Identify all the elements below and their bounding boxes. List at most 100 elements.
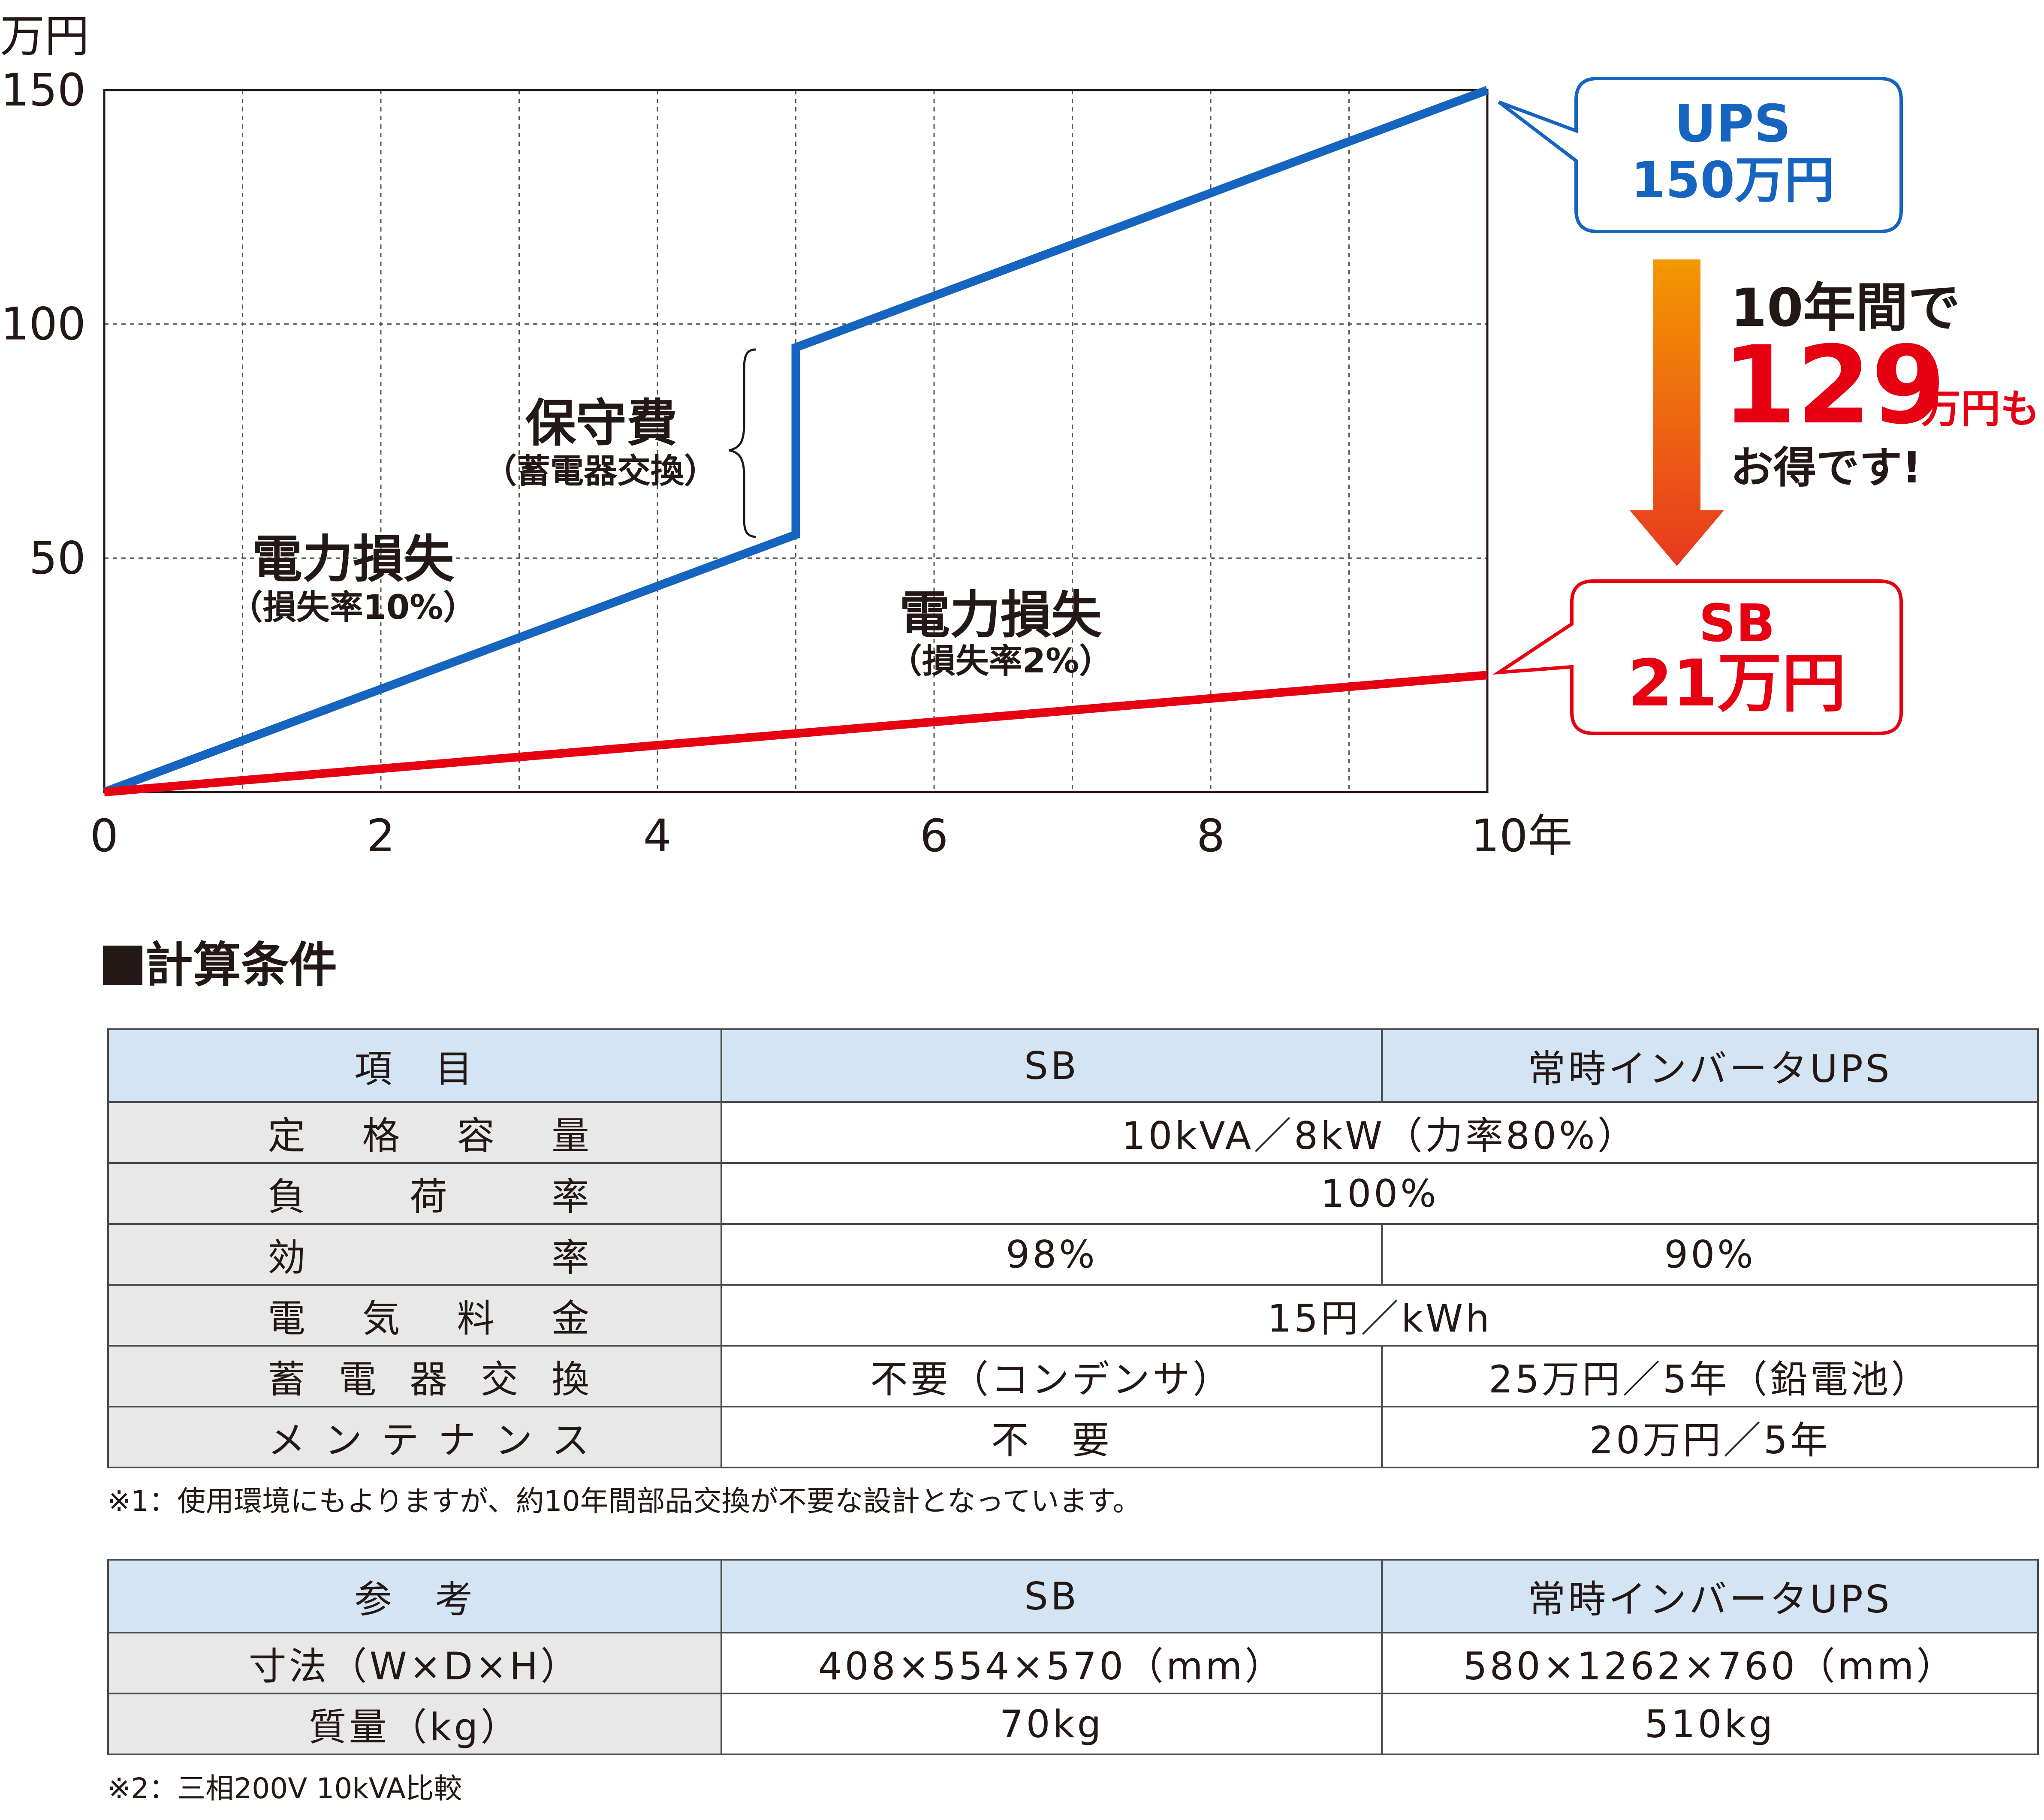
row-label-char: ン <box>324 1418 365 1462</box>
savings-amount-unit: 万円も <box>1921 386 2040 432</box>
y-tick-label: 150 <box>0 64 86 116</box>
reference-header-row: 参 考 SB 常時インバータUPS <box>107 1559 2039 1633</box>
ups-loss-title: 電力損失 <box>252 530 455 589</box>
row-value-merged: 10kVA／8kW（力率80%） <box>721 1101 2039 1164</box>
savings-amount: 129 <box>1722 323 1946 448</box>
reference-table: 参 考 SB 常時インバータUPS 寸法（W×D×H） 408×554×570（… <box>107 1559 2039 1755</box>
row-value-ups: 90% <box>1381 1223 2039 1286</box>
row-value-sb: 98% <box>721 1223 1383 1286</box>
ups-callout-bubble <box>1498 77 1903 233</box>
table-row: 蓄電器交換不要（コンデンサ） 25万円／5年（鉛電池） <box>107 1345 2039 1407</box>
row-label-char: 金 <box>551 1296 592 1341</box>
row-label-char: 電 <box>338 1357 379 1401</box>
row-label-char: 気 <box>362 1296 403 1341</box>
conditions-header-row: 項 目 SB 常時インバータUPS <box>107 1028 2039 1103</box>
row-value-merged: 15円／kWh <box>721 1284 2039 1347</box>
row-label-char: 量 <box>551 1113 592 1158</box>
series-line-ups <box>103 86 1489 796</box>
row-value-merged: 100% <box>721 1162 2039 1225</box>
x-tick-label: 2 <box>367 810 395 862</box>
grid-lines <box>104 90 1487 792</box>
square-bullet-icon <box>103 946 142 985</box>
row-label-char: ン <box>494 1418 535 1462</box>
row-label-char: 率 <box>551 1174 592 1219</box>
table-row: 質量（kg） 70kg 510kg <box>107 1693 2039 1755</box>
row-label-char: 換 <box>551 1357 592 1401</box>
x-tick-label: 4 <box>643 810 672 862</box>
ref-ups-dimensions: 580×1262×760（mm） <box>1381 1632 2039 1694</box>
conditions-table: 項 目 SB 常時インバータUPS 定 格 容 量 10kVA／8kW（力率80%） 負 荷… <box>107 1028 2039 1468</box>
x-axis-ticks: 0 2 4 6 8 10年 <box>90 810 1572 862</box>
row-label-char: 料 <box>457 1296 497 1341</box>
sb-loss-title: 電力損失 <box>899 585 1102 645</box>
row-label: 効率 <box>107 1223 722 1286</box>
savings-line3: お得です! <box>1730 443 1922 493</box>
maintenance-title: 保守費 <box>525 394 677 453</box>
row-label-char: ス <box>551 1418 592 1462</box>
ref-sb-dimensions: 408×554×570（mm） <box>721 1632 1383 1694</box>
maintenance-subtitle: （蓄電器交換） <box>483 452 718 491</box>
row-label-char: 定 <box>268 1113 308 1158</box>
ref-header-item: 参 考 <box>107 1559 722 1633</box>
sb-callout-name: SB <box>1699 594 1775 654</box>
table-row: 効率 98% 90% <box>107 1223 2039 1286</box>
row-value-sb: 不 要 <box>721 1406 1383 1468</box>
row-label-char: 格 <box>362 1113 403 1158</box>
savings-arrow <box>1630 259 1724 566</box>
ref-ups-mass: 510kg <box>1381 1693 2039 1755</box>
sb-loss-subtitle: （損失率2%） <box>889 642 1112 681</box>
row-label: 定格容量 <box>107 1101 722 1164</box>
table-row: 電 気 料 金 15円／kWh <box>107 1284 2039 1347</box>
series-line-sb <box>104 671 1488 796</box>
x-tick-label: 10年 <box>1471 810 1572 862</box>
ref-sb-mass: 70kg <box>721 1693 1383 1755</box>
row-label: 電気料金 <box>107 1284 722 1347</box>
row-label-char: メ <box>268 1418 308 1462</box>
table-row: 寸法（W×D×H） 408×554×570（mm） 580×1262×760（m… <box>107 1632 2039 1694</box>
cost-comparison-chart: 万円 50 100 150 0 2 4 6 8 10年 保守費 （蓄電器交換） 電力損失 （損… <box>0 10 2040 862</box>
conditions-note: ※1：使用環境にもよりますが、約10年間部品交換が不要な設計となっています。 <box>107 1485 1141 1518</box>
row-label-char: 器 <box>409 1357 450 1401</box>
conditions-section-title: 計算条件 <box>103 941 337 989</box>
x-tick-label: 0 <box>90 810 118 862</box>
row-label-char: 容 <box>457 1113 497 1158</box>
table-row: メンテナンス不 要 20万円／5年 <box>107 1406 2039 1468</box>
ref-label-mass: 質量（kg） <box>107 1693 722 1755</box>
row-label: メンテナンス <box>107 1406 722 1468</box>
header-ups: 常時インバータUPS <box>1381 1028 2039 1103</box>
header-sb: SB <box>721 1028 1383 1103</box>
series-lines <box>103 86 1489 796</box>
row-label-char: 電 <box>268 1296 308 1341</box>
table-row: 定 格 容 量 10kVA／8kW（力率80%） <box>107 1101 2039 1164</box>
plot-frame <box>103 89 1489 793</box>
ref-header-sb: SB <box>721 1559 1383 1633</box>
row-label-char: 交 <box>480 1357 521 1401</box>
row-label-char: 負 <box>268 1174 308 1219</box>
ref-header-ups: 常時インバータUPS <box>1381 1559 2039 1633</box>
row-label-char: 荷 <box>409 1174 450 1219</box>
x-tick-label: 6 <box>920 810 948 862</box>
y-tick-label: 100 <box>0 298 86 350</box>
row-label-char: 率 <box>551 1235 592 1280</box>
reference-note: ※2：三相200V 10kVA比較 <box>107 1772 462 1805</box>
ups-callout-value: 150万円 <box>1631 151 1834 209</box>
row-label-char: テ <box>381 1418 422 1462</box>
sb-callout-bubble <box>1492 579 1903 735</box>
row-value-sb: 不要（コンデンサ） <box>721 1345 1383 1407</box>
savings-line1: 10年間で <box>1730 277 1960 338</box>
row-label: 蓄電器交換 <box>107 1345 722 1407</box>
header-item: 項 目 <box>107 1028 722 1103</box>
ups-callout-name: UPS <box>1674 94 1791 154</box>
row-value-ups: 25万円／5年（鉛電池） <box>1381 1345 2039 1407</box>
row-label: 負荷率 <box>107 1162 722 1225</box>
table-row: 負 荷 率 100% <box>107 1162 2039 1225</box>
x-tick-label: 8 <box>1197 810 1225 862</box>
row-value-ups: 20万円／5年 <box>1381 1406 2039 1468</box>
ref-label-dimensions: 寸法（W×D×H） <box>107 1632 722 1694</box>
maintenance-brace <box>729 348 756 538</box>
y-axis-unit-label: 万円 <box>0 10 89 62</box>
row-label-char: 蓄 <box>268 1357 308 1401</box>
y-tick-label: 50 <box>29 532 86 584</box>
row-label-char: ナ <box>438 1418 479 1462</box>
sb-callout-value: 21万円 <box>1628 646 1846 721</box>
